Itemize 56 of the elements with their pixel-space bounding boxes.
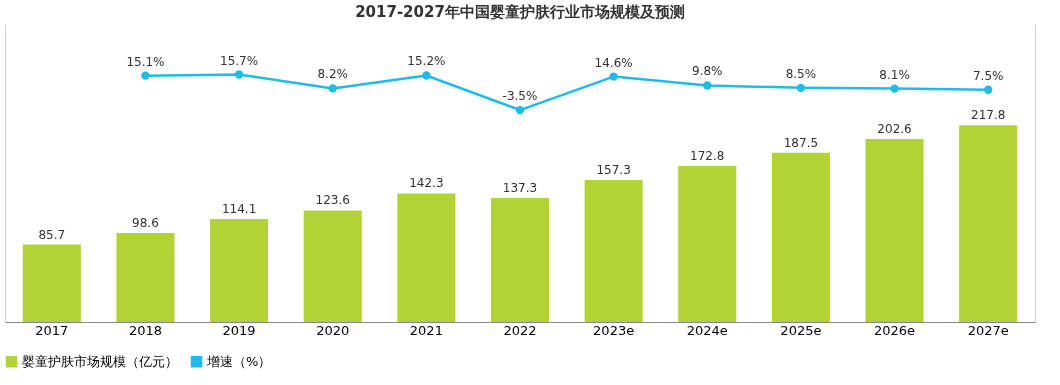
chart-title: 2017-2027年中国婴童护肤行业市场规模及预测 [355, 3, 685, 21]
bar [210, 218, 269, 322]
data-label: 172.8 [690, 148, 725, 163]
bar [771, 152, 830, 322]
data-label: 187.5 [783, 135, 819, 150]
legend-label: 增速（%） [206, 353, 272, 369]
data-label: 8.2% [317, 67, 348, 82]
data-label: 123.6 [315, 193, 350, 208]
data-label: 9.8% [692, 64, 723, 79]
point [703, 81, 712, 90]
data-label: 7.5% [972, 68, 1004, 83]
point [984, 85, 993, 94]
data-label: 217.8 [971, 108, 1006, 123]
x-tick-label: 2023e [593, 322, 635, 338]
bar [116, 232, 175, 322]
data-label: 14.6% [594, 55, 633, 70]
data-label: 15.2% [407, 54, 446, 69]
data-label: 114.1 [221, 201, 257, 216]
data-label: 8.5% [785, 66, 817, 81]
x-tick-label: 2021 [409, 322, 443, 338]
point [609, 72, 618, 81]
data-label: 98.6 [132, 215, 159, 230]
x-tick-label: 2018 [128, 322, 162, 338]
point [141, 71, 150, 80]
point [796, 83, 806, 93]
bar [865, 139, 924, 322]
data-label: -3.5% [502, 89, 538, 104]
point [515, 105, 525, 115]
x-tick-label: 2017 [35, 322, 69, 338]
data-label: 8.1% [879, 67, 910, 82]
bar [490, 198, 550, 322]
x-tick-label: 2026e [874, 322, 916, 338]
x-tick-label: 2025e [780, 322, 822, 338]
data-label: 157.3 [596, 162, 631, 177]
x-tick-label: 2019 [222, 322, 256, 338]
point [422, 71, 431, 80]
data-label: 142.3 [409, 176, 444, 191]
bar [303, 210, 362, 322]
legend-label: 婴童护肤市场规模（亿元） [22, 353, 178, 369]
data-label: 202.6 [877, 122, 912, 137]
data-label: 137.3 [502, 181, 538, 196]
bar [959, 125, 1018, 322]
x-tick-label: 2022 [503, 322, 537, 338]
bar [22, 244, 81, 322]
data-label: 15.1% [126, 54, 165, 69]
bar [397, 193, 456, 322]
data-label: 15.7% [220, 53, 259, 68]
point [234, 70, 244, 79]
x-tick-label: 2020 [316, 322, 350, 338]
data-label: 85.7 [38, 227, 66, 242]
bar [584, 179, 643, 322]
point [890, 84, 899, 93]
point [328, 84, 337, 93]
x-tick-label: 2027e [967, 322, 1009, 338]
x-tick-label: 2024e [686, 322, 728, 338]
bar [678, 165, 737, 322]
